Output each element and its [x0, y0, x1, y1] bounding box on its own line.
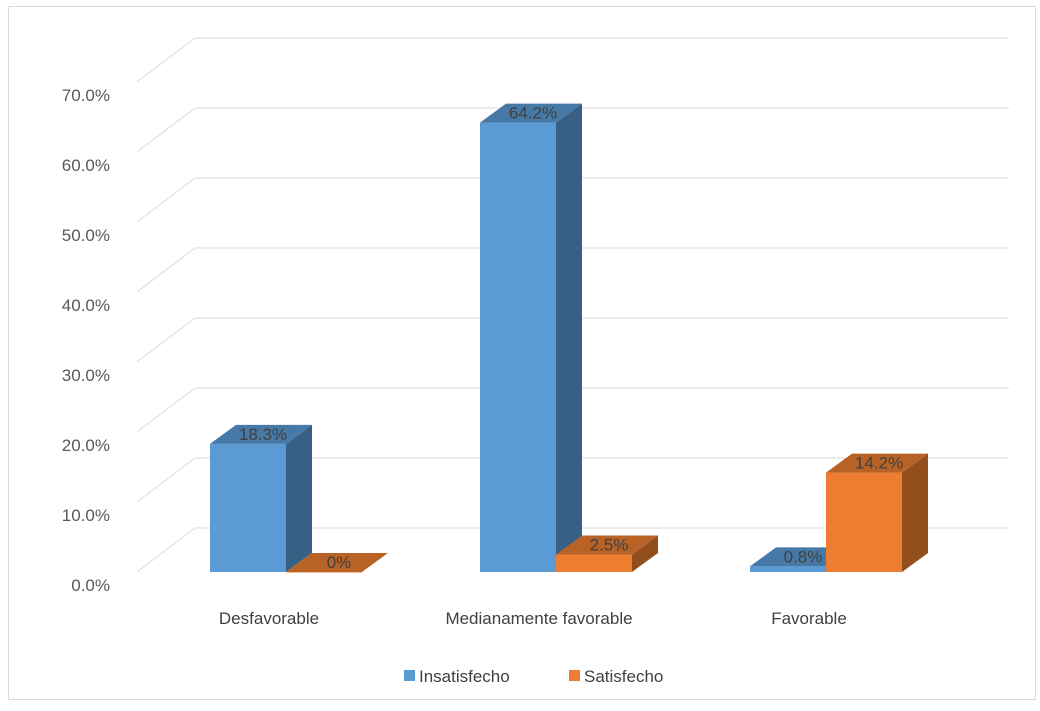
bar-side — [632, 535, 658, 572]
y-tick-label: 0.0% — [71, 576, 110, 595]
y-tick-label: 20.0% — [62, 436, 110, 455]
bar-front — [480, 122, 556, 572]
data-label: 2.5% — [590, 536, 629, 555]
bar-top — [480, 103, 582, 123]
data-labels: 18.3% 0% 64.2% 2.5% 0.8% 14.2% — [239, 104, 903, 572]
bar-satisfecho-0 — [286, 553, 388, 573]
gridline-side — [136, 317, 196, 363]
data-label: 14.2% — [855, 454, 903, 473]
y-tick-label: 40.0% — [62, 296, 110, 315]
y-tick-label: 70.0% — [62, 86, 110, 105]
bar-satisfecho-2 — [826, 453, 928, 572]
category-label: Desfavorable — [219, 609, 319, 628]
bar-front — [826, 472, 902, 572]
bar-front — [556, 554, 632, 572]
bar-satisfecho-1 — [556, 535, 658, 572]
y-tick-label: 60.0% — [62, 156, 110, 175]
legend-swatch — [569, 670, 580, 681]
bar-side — [902, 453, 928, 572]
bar-top — [210, 424, 312, 444]
data-label: 0.8% — [784, 547, 823, 566]
bar-top — [556, 535, 658, 555]
gridline-side — [136, 387, 196, 433]
category-label: Medianamente favorable — [445, 609, 632, 628]
legend-label: Satisfecho — [584, 667, 663, 686]
bars — [210, 103, 928, 573]
bar-front — [286, 572, 362, 573]
y-tick-label: 30.0% — [62, 366, 110, 385]
chart-svg: 0.0% 10.0% 20.0% 30.0% 40.0% 50.0% 60.0% 70.0% 1… — [62, 37, 1009, 686]
y-tick-label: 50.0% — [62, 226, 110, 245]
y-axis-ticks: 0.0% 10.0% 20.0% 30.0% 40.0% 50.0% 60.0% 70.0% — [62, 86, 110, 595]
category-label: Favorable — [771, 609, 847, 628]
bar-top — [826, 453, 928, 473]
data-label: 18.3% — [239, 425, 287, 444]
bar-insatisfecho-1 — [480, 103, 582, 572]
legend-label: Insatisfecho — [419, 667, 510, 686]
gridline-side — [136, 457, 196, 503]
legend-swatch — [404, 670, 415, 681]
data-label: 64.2% — [509, 104, 557, 123]
bar-front — [750, 566, 826, 572]
gridline-side — [136, 37, 196, 83]
chart-frame: 0.0% 10.0% 20.0% 30.0% 40.0% 50.0% 60.0% 70.0% 1… — [8, 6, 1036, 700]
bar-insatisfecho-0 — [210, 424, 312, 572]
bar-side — [556, 103, 582, 572]
gridline-side — [136, 247, 196, 293]
bar-side — [286, 424, 312, 572]
gridline-side — [136, 177, 196, 223]
gridline-side — [136, 107, 196, 153]
x-axis-categories: Desfavorable Medianamente favorable Favora… — [219, 609, 847, 628]
bar-front — [210, 443, 286, 572]
data-label: 0% — [327, 553, 352, 572]
gridline-side — [136, 527, 196, 573]
gridlines — [136, 37, 1009, 573]
legend: Insatisfecho Satisfecho — [404, 667, 663, 686]
y-tick-label: 10.0% — [62, 506, 110, 525]
bar-top — [286, 553, 388, 572]
